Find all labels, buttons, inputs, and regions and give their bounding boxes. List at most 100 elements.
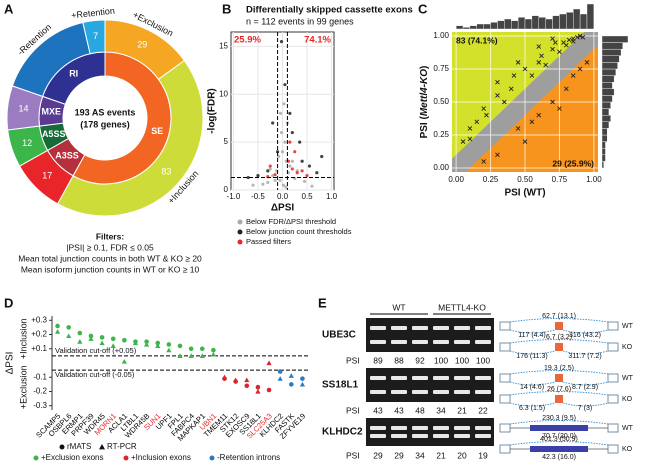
- junction-count: 62.7 (13.1): [542, 313, 576, 320]
- footnote: |PSI| ≥ 0.1, FDR ≤ 0.05: [66, 242, 154, 252]
- gel-band: [433, 390, 449, 394]
- point: [251, 183, 255, 187]
- point: [307, 164, 312, 168]
- point: [460, 139, 466, 144]
- rmats-point: [277, 369, 283, 374]
- point: [570, 38, 576, 44]
- legend-marker: [59, 444, 65, 450]
- y-axis-label-part: Mettl4-KO: [419, 69, 430, 116]
- psi-value: 21: [457, 405, 467, 415]
- psi-value: 19: [478, 450, 488, 460]
- point: [522, 66, 528, 72]
- psi-value: 48: [415, 405, 425, 415]
- histogram-bar: [497, 20, 505, 30]
- segment-label: RI: [69, 68, 78, 78]
- histogram-bar: [601, 161, 604, 169]
- rmats-point: [289, 382, 294, 387]
- point: [495, 79, 500, 85]
- direction-label: +Exclusion: [18, 365, 28, 409]
- x-tick-label: 0.50: [517, 175, 533, 184]
- y-tick-label: +0.2: [31, 330, 47, 339]
- gel-band: [475, 434, 491, 438]
- histogram-bar: [601, 108, 610, 116]
- gel-band: [391, 326, 407, 330]
- y-tick-label: 5: [224, 137, 229, 146]
- point: [283, 83, 287, 87]
- point: [536, 44, 542, 49]
- y-tick-label: 0.25: [433, 130, 449, 139]
- histogram-bar: [517, 17, 526, 30]
- condition-label: KO: [622, 344, 633, 351]
- rtpcr-point: [132, 340, 139, 346]
- junction-arc: [562, 329, 609, 334]
- panel-label: E: [318, 295, 327, 310]
- rtpcr-point: [54, 329, 61, 334]
- x-tick-label: -1.0: [227, 192, 241, 201]
- gene-label: UBE3C: [322, 330, 356, 341]
- junction-count: 19.3 (2.5): [544, 365, 574, 372]
- psi-value: 88: [394, 355, 404, 365]
- junction-arc: [562, 350, 609, 355]
- histogram-bar: [511, 20, 519, 30]
- segment-label: MXE: [42, 107, 62, 117]
- y-tick-label: -0.2: [33, 387, 47, 396]
- rtpcr-point: [221, 374, 228, 380]
- legend-label: rMATS: [67, 442, 91, 451]
- rmats-point: [144, 339, 149, 344]
- x-tick-label: 0.00: [448, 175, 464, 184]
- point: [577, 66, 583, 72]
- cutoff-label: Validation cut-off (-0.05): [55, 370, 135, 379]
- footnote: Mean total junction counts in both WT & …: [18, 253, 202, 263]
- point: [580, 34, 586, 40]
- rmats-point: [77, 330, 83, 336]
- y-tick-label: 10: [219, 89, 228, 98]
- gel-band: [433, 426, 449, 430]
- point: [266, 180, 270, 184]
- rmats-point: [255, 384, 261, 390]
- gel: [366, 368, 494, 402]
- condition-label: WT: [622, 425, 634, 432]
- histogram-bar: [586, 3, 595, 30]
- y-tick-label: -0.1: [33, 372, 47, 381]
- point: [515, 60, 521, 65]
- gel-band: [433, 434, 449, 438]
- center-text: (178 genes): [80, 119, 130, 129]
- cutoff-label: Validation cut-off (+0.05): [55, 346, 137, 355]
- gel-band: [370, 434, 386, 438]
- point: [511, 73, 517, 78]
- rtpcr-point: [144, 341, 150, 347]
- x-tick-label: 1.00: [586, 175, 602, 184]
- histogram-bar: [601, 62, 618, 70]
- legend-label: +Inclusion exons: [131, 453, 191, 462]
- histogram-bar: [601, 128, 608, 136]
- histogram-bar: [601, 141, 606, 149]
- histogram-bar: [601, 75, 615, 83]
- rmats-point: [188, 346, 194, 352]
- value-label: 7: [93, 31, 98, 41]
- point: [273, 178, 277, 183]
- point: [293, 150, 297, 154]
- exon: [499, 342, 511, 352]
- rmats-point: [211, 347, 216, 353]
- histogram-bar: [601, 95, 613, 103]
- point: [288, 140, 292, 144]
- junction-count: 26 (7.6): [547, 386, 571, 393]
- percent-label: 25.9%: [234, 35, 261, 46]
- point: [522, 139, 528, 144]
- legend-label: +Exclusion exons: [41, 453, 103, 462]
- rmats-point: [88, 333, 94, 339]
- point: [266, 169, 270, 173]
- histogram-bar: [490, 22, 498, 30]
- psi-value: 100: [455, 355, 469, 365]
- rtpcr-point: [77, 339, 83, 344]
- point: [290, 130, 294, 135]
- y-tick-label: 15: [219, 41, 228, 50]
- condition-label: KO: [622, 396, 633, 403]
- histogram-bar: [504, 18, 512, 30]
- legend-label: RT-PCR: [107, 442, 137, 451]
- panel-label: D: [4, 295, 13, 310]
- point: [502, 99, 507, 105]
- junction-count: 311.7 (7.2): [568, 353, 601, 360]
- group-label: WT: [392, 302, 405, 312]
- rmats-point: [266, 387, 272, 393]
